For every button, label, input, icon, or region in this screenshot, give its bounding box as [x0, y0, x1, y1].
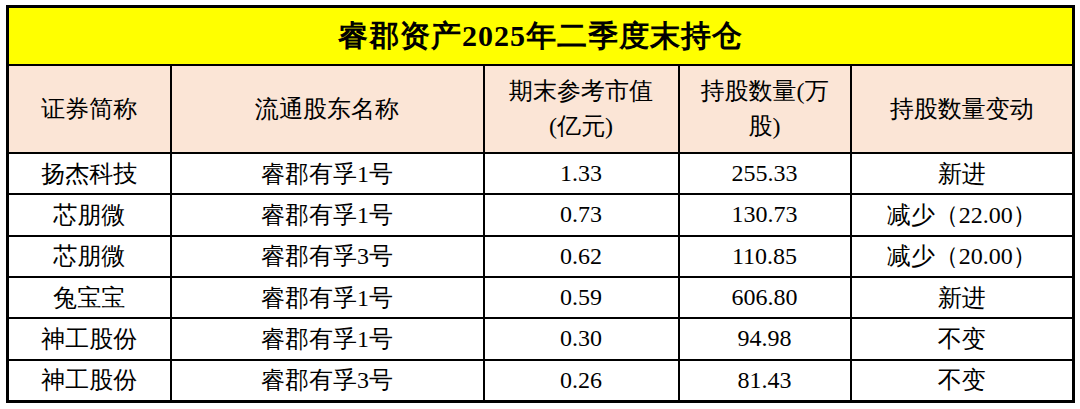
cell-market-value: 1.33	[484, 153, 679, 194]
cell-shareholder-name: 睿郡有孚3号	[171, 360, 484, 402]
cell-share-change: 新进	[851, 277, 1074, 318]
table-row: 神工股份 睿郡有孚3号 0.26 81.43 不变	[8, 360, 1074, 402]
cell-security-name: 神工股份	[8, 360, 171, 402]
cell-security-name: 神工股份	[8, 318, 171, 359]
header-row: 证券简称 流通股东名称 期末参考市值 (亿元) 持股数量(万 股) 持股数量变动	[8, 65, 1074, 153]
cell-market-value: 0.30	[484, 318, 679, 359]
cell-share-count: 81.43	[679, 360, 851, 402]
table-row: 芯朋微 睿郡有孚3号 0.62 110.85 减少（20.00）	[8, 236, 1074, 277]
cell-security-name: 兔宝宝	[8, 277, 171, 318]
column-header-shareholder-name: 流通股东名称	[171, 65, 484, 153]
cell-market-value: 0.59	[484, 277, 679, 318]
cell-shareholder-name: 睿郡有孚1号	[171, 153, 484, 194]
table-row: 兔宝宝 睿郡有孚1号 0.59 606.80 新进	[8, 277, 1074, 318]
column-header-market-value: 期末参考市值 (亿元)	[484, 65, 679, 153]
cell-share-count: 110.85	[679, 236, 851, 277]
cell-security-name: 芯朋微	[8, 236, 171, 277]
cell-security-name: 芯朋微	[8, 194, 171, 235]
cell-security-name: 扬杰科技	[8, 153, 171, 194]
column-header-security-name: 证券简称	[8, 65, 171, 153]
column-header-share-count: 持股数量(万 股)	[679, 65, 851, 153]
cell-shareholder-name: 睿郡有孚1号	[171, 194, 484, 235]
cell-share-count: 94.98	[679, 318, 851, 359]
cell-shareholder-name: 睿郡有孚1号	[171, 318, 484, 359]
cell-share-change: 不变	[851, 360, 1074, 402]
cell-share-count: 606.80	[679, 277, 851, 318]
cell-share-change: 减少（22.00）	[851, 194, 1074, 235]
holdings-table: 睿郡资产2025年二季度末持仓 证券简称 流通股东名称 期末参考市值 (亿元) …	[6, 5, 1075, 403]
cell-market-value: 0.26	[484, 360, 679, 402]
table-row: 神工股份 睿郡有孚1号 0.30 94.98 不变	[8, 318, 1074, 359]
cell-shareholder-name: 睿郡有孚3号	[171, 236, 484, 277]
table-row: 扬杰科技 睿郡有孚1号 1.33 255.33 新进	[8, 153, 1074, 194]
cell-share-count: 130.73	[679, 194, 851, 235]
title-row: 睿郡资产2025年二季度末持仓	[8, 7, 1074, 66]
cell-share-change: 减少（20.00）	[851, 236, 1074, 277]
cell-market-value: 0.62	[484, 236, 679, 277]
cell-shareholder-name: 睿郡有孚1号	[171, 277, 484, 318]
cell-market-value: 0.73	[484, 194, 679, 235]
cell-share-change: 不变	[851, 318, 1074, 359]
column-header-share-change: 持股数量变动	[851, 65, 1074, 153]
table-title: 睿郡资产2025年二季度末持仓	[8, 7, 1074, 66]
cell-share-count: 255.33	[679, 153, 851, 194]
table-row: 芯朋微 睿郡有孚1号 0.73 130.73 减少（22.00）	[8, 194, 1074, 235]
cell-share-change: 新进	[851, 153, 1074, 194]
